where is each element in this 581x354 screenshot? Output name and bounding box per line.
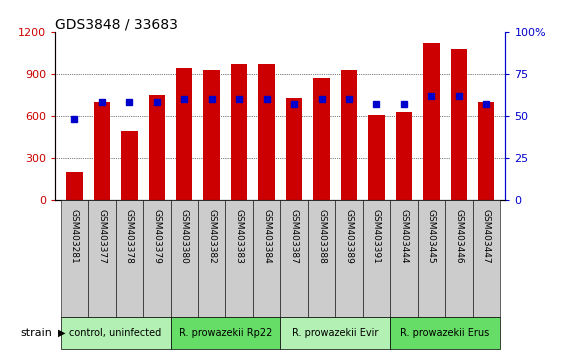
Bar <box>445 200 472 317</box>
Text: control, uninfected: control, uninfected <box>70 328 162 338</box>
Text: GSM403447: GSM403447 <box>482 209 491 264</box>
Bar <box>340 70 357 200</box>
Text: GSM403384: GSM403384 <box>262 209 271 264</box>
Bar <box>286 98 302 200</box>
Text: GSM403383: GSM403383 <box>235 209 243 264</box>
Bar <box>280 200 308 317</box>
Bar <box>121 131 138 200</box>
Text: GSM403389: GSM403389 <box>345 209 353 264</box>
Bar <box>116 200 143 317</box>
Bar <box>253 200 280 317</box>
Bar <box>335 200 363 317</box>
Bar <box>231 64 248 200</box>
Bar <box>280 317 390 349</box>
Bar <box>390 200 418 317</box>
Bar <box>149 95 165 200</box>
Text: GSM403377: GSM403377 <box>98 209 106 264</box>
Bar <box>308 200 335 317</box>
Text: GSM403281: GSM403281 <box>70 209 79 264</box>
Text: GDS3848 / 33683: GDS3848 / 33683 <box>55 18 178 32</box>
Bar <box>363 200 390 317</box>
Bar <box>60 317 170 349</box>
Bar <box>423 43 440 200</box>
Text: GSM403446: GSM403446 <box>454 209 463 264</box>
Bar <box>198 200 225 317</box>
Bar <box>472 200 500 317</box>
Text: GSM403382: GSM403382 <box>207 209 216 264</box>
Bar <box>94 102 110 200</box>
Bar <box>368 115 385 200</box>
Text: GSM403378: GSM403378 <box>125 209 134 264</box>
Bar <box>88 200 116 317</box>
Bar <box>143 200 170 317</box>
Bar <box>418 200 445 317</box>
Text: R. prowazekii Evir: R. prowazekii Evir <box>292 328 378 338</box>
Bar <box>313 78 330 200</box>
Text: GSM403380: GSM403380 <box>180 209 189 264</box>
Bar <box>259 64 275 200</box>
Text: GSM403379: GSM403379 <box>152 209 162 264</box>
Bar <box>66 172 83 200</box>
Bar <box>450 48 467 200</box>
Text: strain: strain <box>20 328 52 338</box>
Bar <box>170 317 280 349</box>
Bar <box>203 70 220 200</box>
Text: ▶: ▶ <box>58 328 66 338</box>
Text: GSM403445: GSM403445 <box>427 209 436 264</box>
Text: GSM403387: GSM403387 <box>289 209 299 264</box>
Bar <box>396 112 412 200</box>
Text: GSM403391: GSM403391 <box>372 209 381 264</box>
Bar <box>170 200 198 317</box>
Text: GSM403444: GSM403444 <box>399 209 408 264</box>
Bar <box>60 200 88 317</box>
Bar <box>176 68 192 200</box>
Text: R. prowazekii Erus: R. prowazekii Erus <box>400 328 490 338</box>
Bar <box>390 317 500 349</box>
Bar <box>478 102 494 200</box>
Bar <box>225 200 253 317</box>
Text: GSM403388: GSM403388 <box>317 209 326 264</box>
Text: R. prowazekii Rp22: R. prowazekii Rp22 <box>179 328 272 338</box>
